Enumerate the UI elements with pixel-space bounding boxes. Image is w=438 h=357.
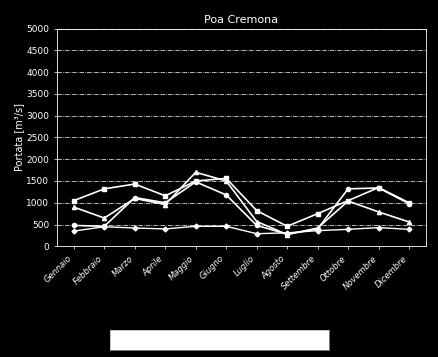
Title: Poa Cremona: Poa Cremona [204, 15, 278, 25]
Y-axis label: Portata [m³/s]: Portata [m³/s] [14, 104, 24, 171]
